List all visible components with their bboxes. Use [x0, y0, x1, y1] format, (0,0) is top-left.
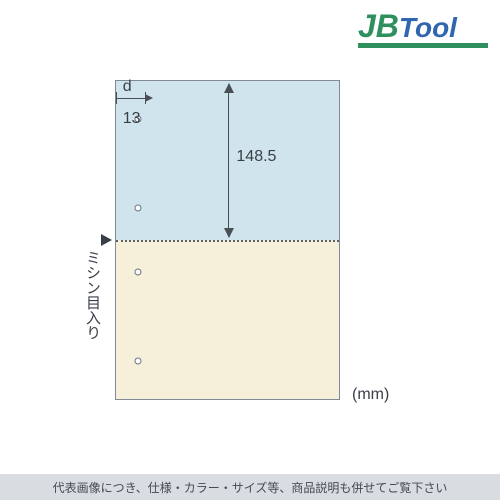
- punch-hole: [135, 357, 142, 364]
- perforation-label: ミシン目入り: [82, 250, 103, 340]
- footer-note: 代表画像につき、仕様・カラー・サイズ等、商品説明も併せてご覧下さい: [0, 474, 500, 500]
- hole-margin-label: 13: [123, 110, 141, 128]
- sheet-bottom-panel: [116, 240, 339, 399]
- sheet-diagram: 148.5 d 13: [115, 80, 340, 400]
- unit-label: (mm): [352, 386, 389, 404]
- logo-tool: Tool: [399, 12, 457, 43]
- arrow-down-icon: [224, 228, 234, 238]
- hole-diameter-label: d: [123, 78, 132, 96]
- arrow-right-icon: [145, 94, 153, 102]
- perforation-marker-icon: [101, 234, 112, 246]
- sheet-outline: 148.5 d 13: [115, 80, 340, 400]
- height-dimension-label: 148.5: [236, 148, 276, 166]
- footer-text: 代表画像につき、仕様・カラー・サイズ等、商品説明も併せてご覧下さい: [53, 481, 448, 495]
- arrow-up-icon: [224, 83, 234, 93]
- punch-hole: [135, 205, 142, 212]
- height-dimension-line: [228, 84, 229, 237]
- perforation-line: [116, 240, 339, 242]
- dim-bar: [116, 98, 145, 99]
- punch-hole: [135, 268, 142, 275]
- brand-logo: JBTool: [358, 8, 488, 48]
- logo-jb: JB: [358, 8, 399, 44]
